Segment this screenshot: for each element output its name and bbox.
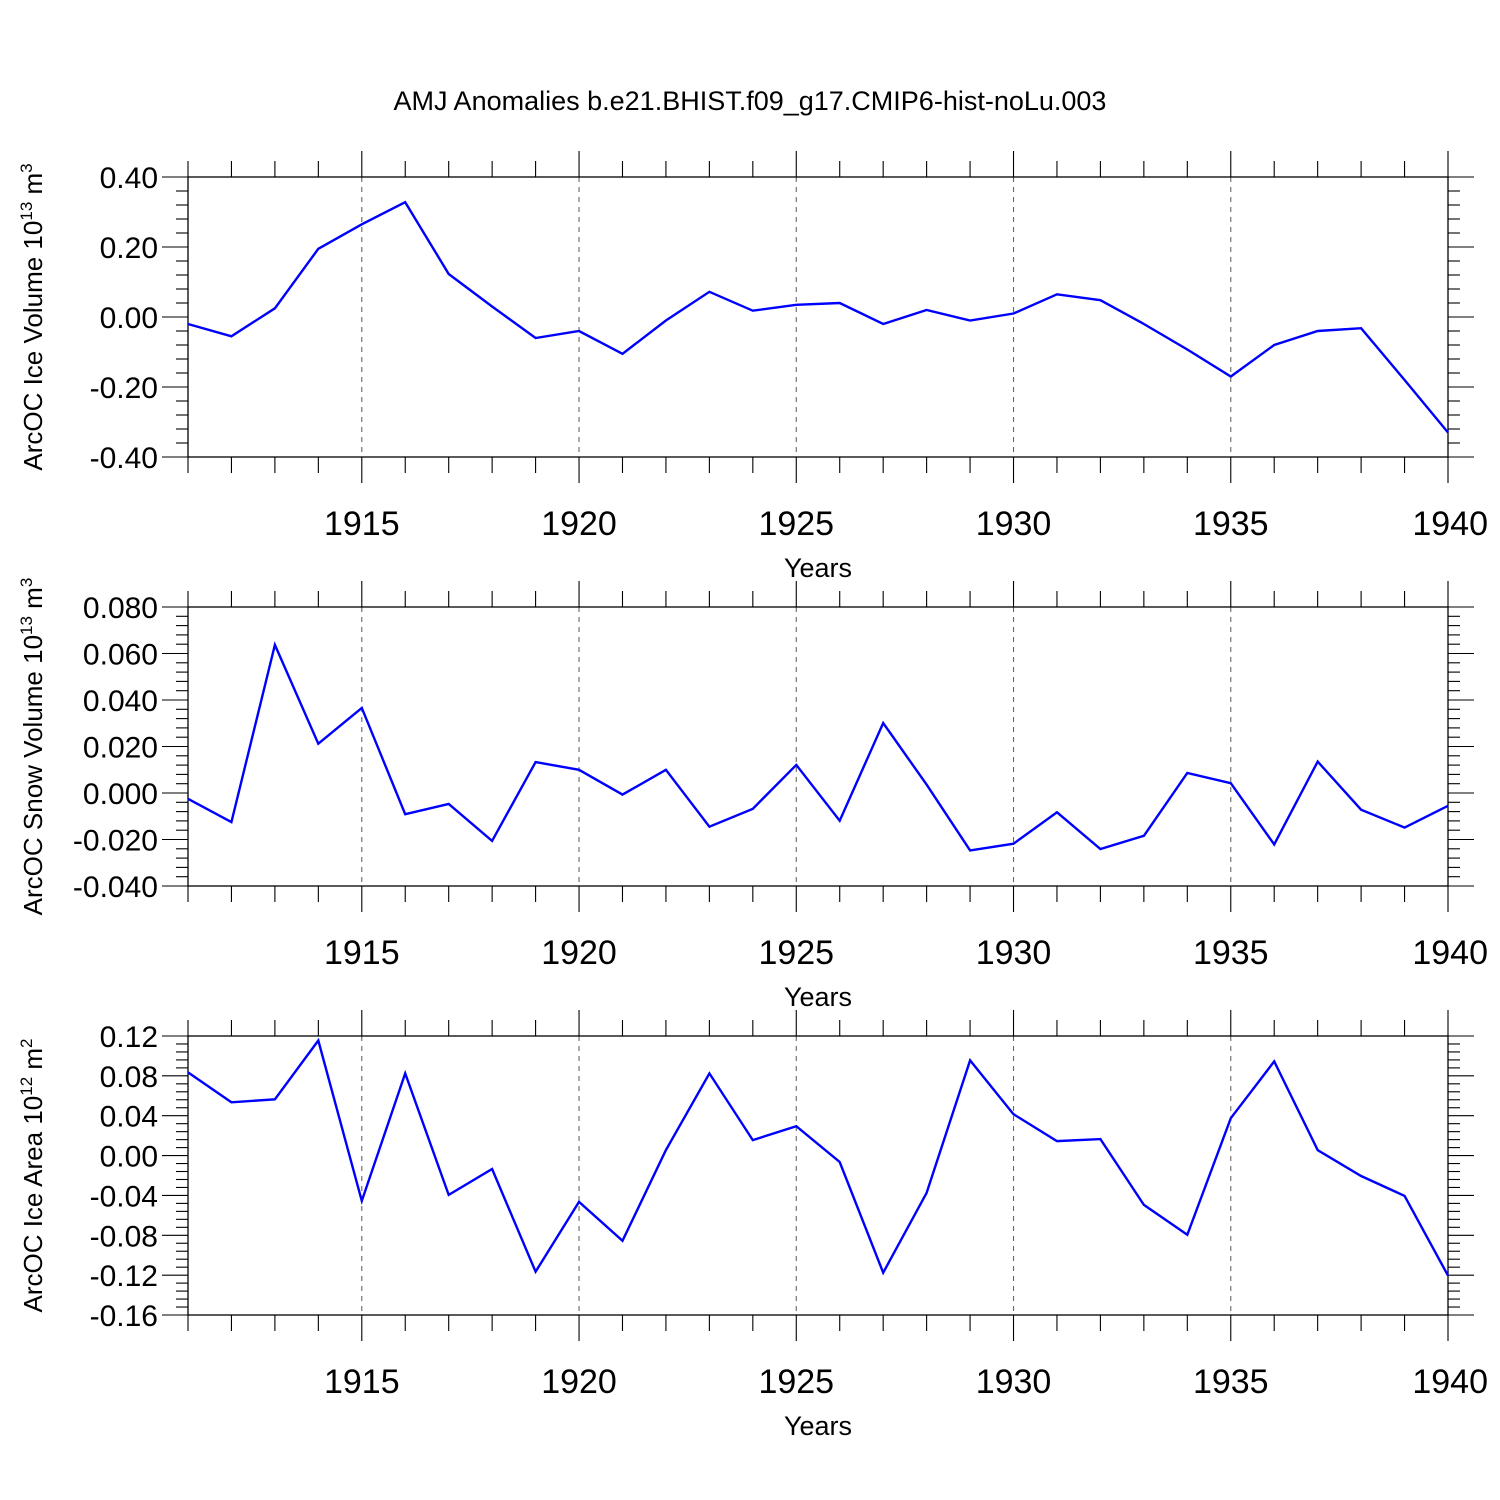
y-axis-label-text: m [18,173,48,202]
y-tick-label: -0.020 [73,825,158,858]
y-axis-label-exponent: 12 [17,1077,36,1096]
y-axis-label-exponent: 13 [17,202,36,221]
x-tick-label: 1930 [976,505,1052,543]
x-tick-label: 1930 [976,934,1052,972]
x-tick-label: 1915 [324,934,400,972]
y-tick-label: 0.020 [83,732,158,765]
y-axis-label-exponent: 3 [17,163,36,172]
y-axis-label: ArcOC Ice Area 1012 m2 [17,1038,48,1312]
x-axis-label: Years [784,1411,852,1441]
plot-frame [187,1035,1449,1316]
y-axis-label-exponent: 3 [17,578,36,587]
y-axis-label-text: ArcOC Ice Volume 10 [18,221,48,471]
x-tick-label: 1935 [1193,1363,1269,1401]
y-tick-label: -0.16 [90,1300,158,1333]
y-tick-label: -0.20 [90,372,158,405]
y-tick-label: 0.080 [83,592,158,625]
y-tick-label: -0.40 [90,442,158,475]
x-tick-label: 1935 [1193,934,1269,972]
y-tick-label: 0.060 [83,639,158,672]
y-axis-label-exponent: 2 [17,1038,36,1047]
x-tick-label: 1925 [758,1363,834,1401]
chart-title: AMJ Anomalies b.e21.BHIST.f09_g17.CMIP6-… [394,86,1107,116]
y-axis-label-text: m [18,1048,48,1077]
x-tick-label: 1920 [541,505,617,543]
y-tick-label: 0.40 [100,162,158,195]
chart-panel-2: -0.040 -0.020 0.000 0.020 0.040 0.060 0.080 191… [17,578,1488,1012]
series-line [187,641,1449,852]
chart-panel-3: -0.16 -0.12 -0.08 -0.04 0.00 0.04 0.08 0.12 1915… [17,1010,1488,1441]
x-tick-label: 1925 [758,505,834,543]
y-tick-label: 0.00 [100,302,158,335]
x-tick-label: 1920 [541,934,617,972]
x-tick-label: 1940 [1412,1363,1488,1401]
x-tick-label: 1940 [1412,934,1488,972]
y-tick-label: 0.000 [83,778,158,811]
y-axis-label-text: ArcOC Snow Volume 10 [18,635,48,915]
plot-frame [187,176,1449,458]
y-tick-label: 0.08 [100,1061,158,1094]
x-axis-label: Years [784,553,852,583]
x-tick-label: 1915 [324,505,400,543]
y-tick-label: 0.20 [100,232,158,265]
x-tick-label: 1930 [976,1363,1052,1401]
y-tick-label: 0.04 [100,1101,158,1134]
y-tick-label: 0.00 [100,1141,158,1174]
x-tick-label: 1925 [758,934,834,972]
y-axis-label-text: m [18,587,48,616]
y-tick-label: -0.04 [90,1180,158,1213]
y-axis-label-text: ArcOC Ice Area 10 [18,1096,48,1313]
x-tick-label: 1920 [541,1363,617,1401]
y-axis-label-exponent: 13 [17,616,36,635]
y-tick-label: -0.12 [90,1260,158,1293]
y-axis-label: ArcOC Ice Volume 1013 m3 [17,163,48,470]
x-axis-label: Years [784,982,852,1012]
y-tick-label: 0.12 [100,1021,158,1054]
chart-panel-1: -0.40 -0.20 0.00 0.20 0.40 1915 1920 1925 1930 19… [17,151,1488,583]
y-tick-label: -0.08 [90,1220,158,1253]
y-tick-label: 0.040 [83,685,158,718]
y-axis-label: ArcOC Snow Volume 1013 m3 [17,578,48,916]
x-tick-label: 1935 [1193,505,1269,543]
x-tick-label: 1940 [1412,505,1488,543]
series-line [187,1037,1450,1277]
series-line [187,200,1449,434]
x-tick-label: 1915 [324,1363,400,1401]
y-tick-label: -0.040 [73,871,158,904]
